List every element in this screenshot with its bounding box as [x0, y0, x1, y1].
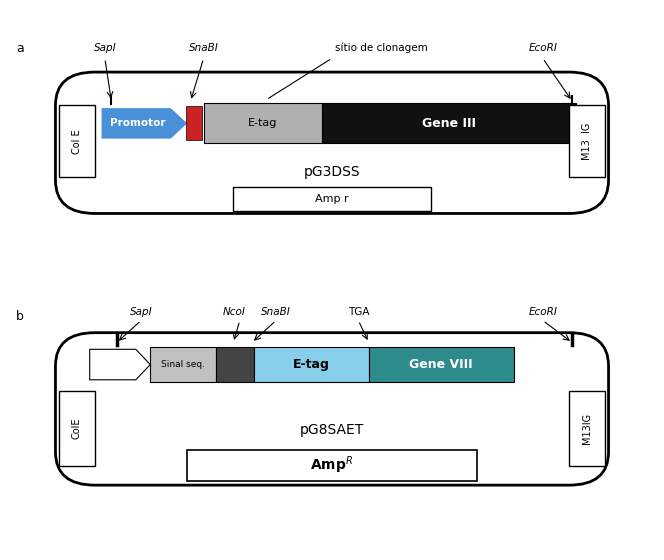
FancyArrow shape: [90, 349, 150, 380]
Bar: [322, 103, 576, 143]
Text: M13IG: M13IG: [582, 413, 592, 444]
Bar: [233, 188, 431, 211]
Bar: [369, 347, 514, 382]
Bar: [569, 105, 606, 178]
Text: NcoI: NcoI: [223, 306, 246, 316]
Text: EcoRI: EcoRI: [529, 306, 557, 316]
Text: EcoRI: EcoRI: [529, 43, 557, 53]
Text: a: a: [16, 41, 24, 54]
Text: M13  IG: M13 IG: [582, 123, 592, 160]
Text: SnaBI: SnaBI: [261, 306, 291, 316]
Bar: [187, 450, 477, 480]
Bar: [58, 105, 95, 178]
Text: SapI: SapI: [129, 306, 152, 316]
Bar: [204, 103, 322, 143]
Text: Gene III: Gene III: [422, 116, 476, 129]
Text: Col E: Col E: [72, 129, 82, 153]
Text: b: b: [16, 310, 24, 324]
Text: ColE: ColE: [72, 418, 82, 439]
Bar: [186, 106, 203, 140]
Text: SapI: SapI: [94, 43, 116, 53]
Bar: [58, 391, 95, 466]
Text: pG8SAET: pG8SAET: [300, 423, 364, 437]
Text: TGA: TGA: [347, 306, 369, 316]
Text: E-tag: E-tag: [293, 358, 330, 371]
Text: Gene VIII: Gene VIII: [410, 358, 473, 371]
Bar: [216, 347, 254, 382]
Text: Amp$^R$: Amp$^R$: [311, 455, 353, 476]
Text: pG3DSS: pG3DSS: [303, 165, 361, 179]
Bar: [569, 391, 606, 466]
Bar: [254, 347, 369, 382]
Text: SnaBI: SnaBI: [189, 43, 218, 53]
Text: Amp r: Amp r: [315, 194, 349, 204]
Text: sítio de clonagem: sítio de clonagem: [335, 42, 428, 53]
Text: Promotor: Promotor: [110, 118, 165, 128]
Text: E-tag: E-tag: [248, 118, 278, 128]
FancyArrow shape: [102, 108, 187, 139]
Bar: [150, 347, 216, 382]
Text: Sinal seq.: Sinal seq.: [161, 360, 205, 369]
